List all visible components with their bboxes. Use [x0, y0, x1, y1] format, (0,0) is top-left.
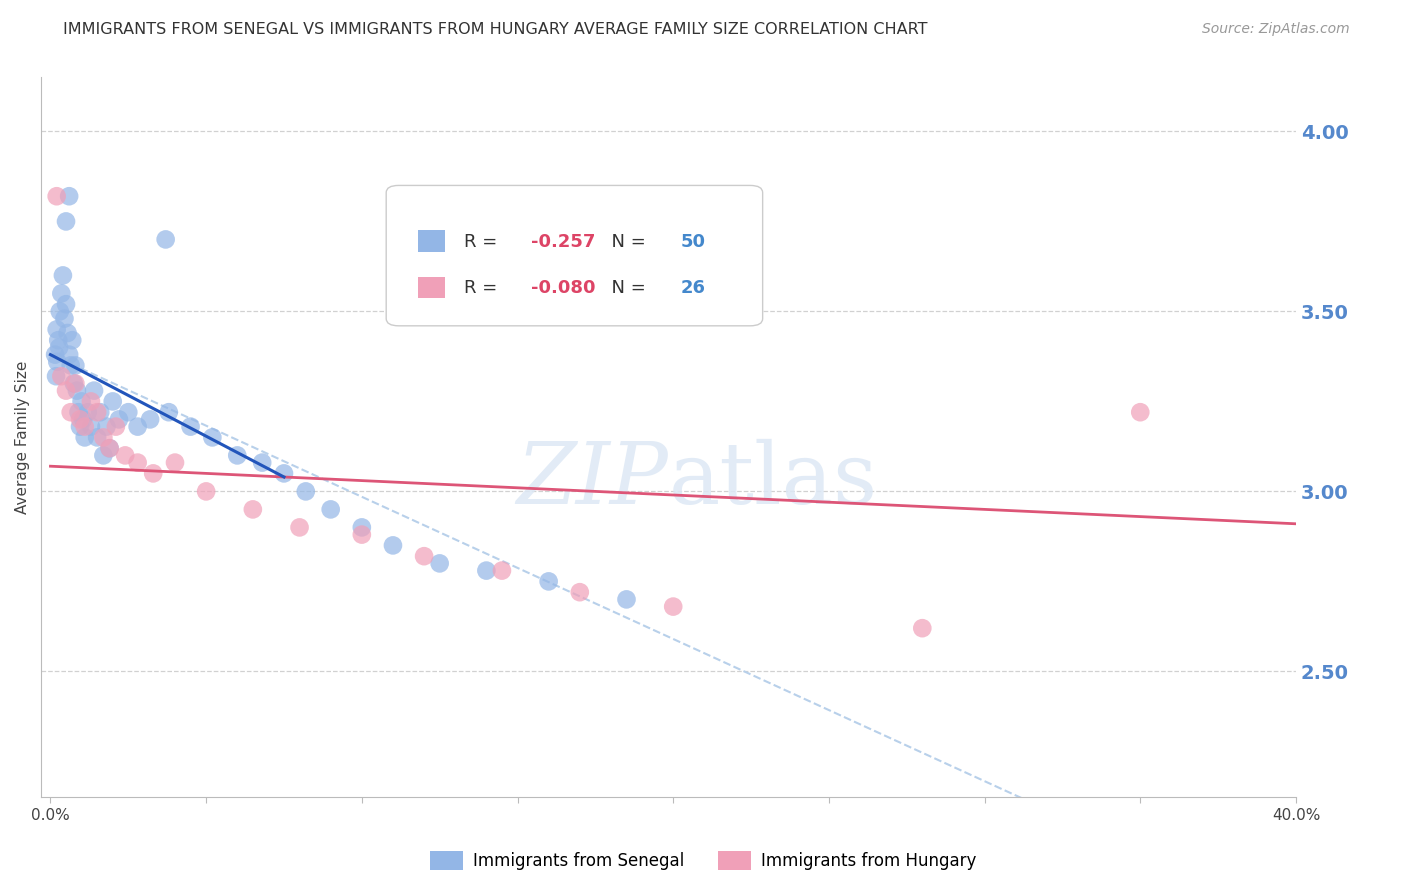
Point — [58, 189, 80, 203]
Point — [83, 384, 105, 398]
Text: IMMIGRANTS FROM SENEGAL VS IMMIGRANTS FROM HUNGARY AVERAGE FAMILY SIZE CORRELATI: IMMIGRANTS FROM SENEGAL VS IMMIGRANTS FR… — [63, 22, 928, 37]
Text: R =: R = — [464, 279, 503, 297]
Text: ZIP: ZIP — [516, 439, 668, 522]
Point — [616, 592, 638, 607]
Point — [55, 384, 77, 398]
Point — [195, 484, 218, 499]
Point — [350, 520, 373, 534]
Point — [45, 322, 67, 336]
Point — [69, 419, 91, 434]
Text: R =: R = — [464, 233, 503, 251]
Text: -0.257: -0.257 — [530, 233, 595, 251]
Legend: Immigrants from Senegal, Immigrants from Hungary: Immigrants from Senegal, Immigrants from… — [423, 844, 983, 877]
Point — [429, 557, 451, 571]
Point — [89, 405, 111, 419]
Point — [288, 520, 311, 534]
FancyBboxPatch shape — [418, 230, 446, 252]
Point — [72, 412, 94, 426]
Point — [104, 419, 127, 434]
Point — [76, 405, 98, 419]
Point — [163, 456, 186, 470]
Point — [93, 449, 115, 463]
Point — [226, 449, 249, 463]
Point — [117, 405, 139, 419]
Point — [70, 394, 93, 409]
Point — [157, 405, 180, 419]
Point — [60, 333, 83, 347]
Point — [55, 214, 77, 228]
Point — [45, 369, 67, 384]
Text: 50: 50 — [681, 233, 706, 251]
Point — [108, 412, 131, 426]
Point — [413, 549, 436, 564]
Point — [45, 189, 67, 203]
Point — [69, 412, 91, 426]
Point — [59, 405, 82, 419]
Point — [319, 502, 342, 516]
Point — [180, 419, 202, 434]
Point — [53, 311, 76, 326]
Point — [142, 467, 165, 481]
Point — [52, 268, 75, 283]
Point — [475, 564, 498, 578]
Point — [294, 484, 316, 499]
Point — [51, 369, 73, 384]
FancyBboxPatch shape — [387, 186, 762, 326]
Point — [56, 326, 79, 340]
Point — [96, 419, 118, 434]
Point — [55, 297, 77, 311]
Point — [58, 348, 80, 362]
Point — [201, 430, 224, 444]
Point — [1129, 405, 1152, 419]
Point — [73, 419, 96, 434]
Point — [80, 419, 103, 434]
Point — [46, 355, 69, 369]
Text: 26: 26 — [681, 279, 706, 297]
Point — [242, 502, 264, 516]
Point — [48, 340, 70, 354]
Point — [51, 286, 73, 301]
Text: N =: N = — [599, 233, 651, 251]
Point — [86, 405, 108, 419]
FancyBboxPatch shape — [418, 277, 446, 299]
Point — [381, 538, 404, 552]
Point — [568, 585, 591, 599]
Point — [98, 441, 121, 455]
Point — [98, 441, 121, 455]
Point — [127, 456, 149, 470]
Point — [49, 304, 72, 318]
Point — [537, 574, 560, 589]
Text: Source: ZipAtlas.com: Source: ZipAtlas.com — [1202, 22, 1350, 37]
Text: atlas: atlas — [668, 439, 877, 522]
Point — [273, 467, 295, 481]
Point — [662, 599, 685, 614]
Text: -0.080: -0.080 — [530, 279, 595, 297]
Point — [101, 394, 124, 409]
Point — [491, 564, 513, 578]
Point — [46, 333, 69, 347]
Point — [127, 419, 149, 434]
Point — [67, 405, 90, 419]
Point — [66, 384, 89, 398]
Point — [155, 232, 177, 246]
Point — [350, 527, 373, 541]
Point — [65, 376, 87, 391]
Point — [250, 456, 273, 470]
Point — [73, 430, 96, 444]
Point — [139, 412, 162, 426]
Point — [65, 359, 87, 373]
Text: N =: N = — [599, 279, 651, 297]
Point — [59, 359, 82, 373]
Point — [93, 430, 115, 444]
Point — [80, 394, 103, 409]
Point — [911, 621, 934, 635]
Point — [44, 348, 66, 362]
Point — [114, 449, 136, 463]
Y-axis label: Average Family Size: Average Family Size — [15, 360, 30, 514]
Point — [86, 430, 108, 444]
Point — [62, 376, 84, 391]
